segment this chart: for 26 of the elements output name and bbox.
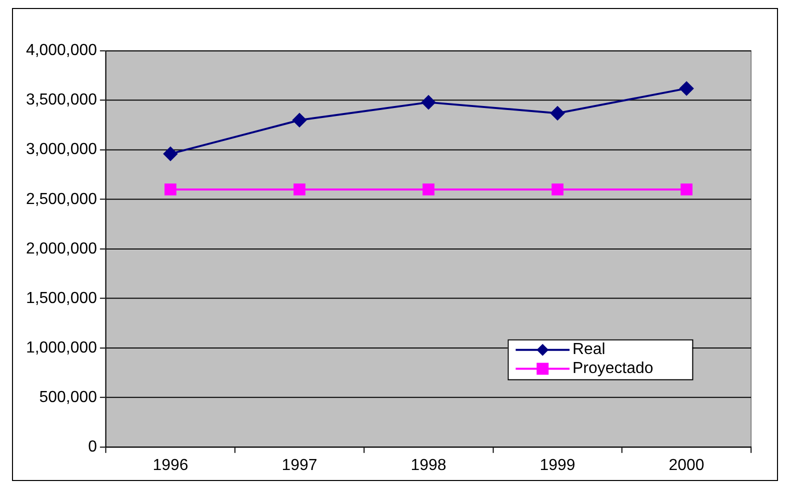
y-tick-label: 2,000,000 [26, 240, 98, 258]
point [422, 184, 434, 196]
point [164, 184, 176, 196]
y-tick-label: 4,000,000 [26, 42, 98, 60]
point [422, 95, 436, 110]
x-tick-label: 1998 [410, 456, 446, 474]
x-tick-label: 1997 [282, 456, 318, 474]
y-tick-label: 2,500,000 [26, 190, 98, 208]
y-tick-label: 3,500,000 [26, 92, 98, 109]
point [680, 81, 694, 96]
y-tick-label: 1,000,000 [26, 339, 98, 356]
y-tick-label: 3,000,000 [26, 141, 98, 158]
y-tick-label: 1,500,000 [26, 290, 98, 307]
y-tick-label: 0 [88, 438, 98, 456]
x-tick-label: 1996 [152, 456, 188, 474]
point [552, 184, 564, 196]
legend-label: Proyectado [572, 360, 654, 378]
point [294, 184, 306, 196]
point [163, 146, 178, 161]
y-tick-label: 500,000 [39, 388, 98, 406]
x-tick-label: 1999 [540, 456, 576, 474]
point [292, 113, 306, 128]
x-tick-label: 2000 [668, 456, 704, 474]
point [680, 184, 692, 196]
point [550, 106, 565, 120]
legend-label: Real [572, 341, 606, 358]
